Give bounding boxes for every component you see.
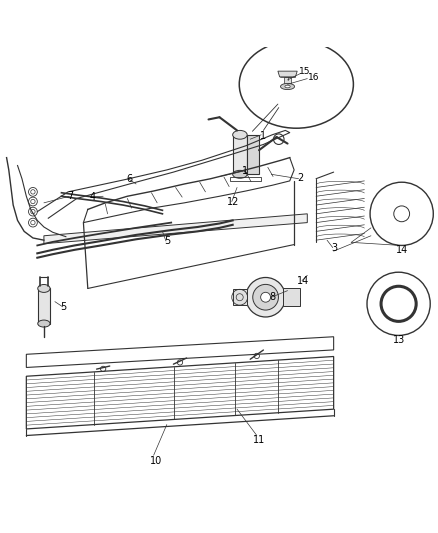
Circle shape [245,278,285,317]
Bar [247,135,258,174]
Text: 1: 1 [241,166,247,176]
Text: 12: 12 [226,197,238,206]
Text: 16: 16 [307,73,319,82]
Ellipse shape [284,85,290,88]
Text: 4: 4 [89,192,95,202]
Bar [283,77,290,84]
Text: 5: 5 [163,236,170,246]
Text: 11: 11 [252,435,265,445]
Ellipse shape [232,131,247,139]
Circle shape [260,292,270,302]
Bar [232,135,247,174]
Bar [232,289,246,305]
Text: 5: 5 [60,302,67,312]
Text: 3: 3 [331,243,337,253]
Polygon shape [44,214,307,244]
Text: 14: 14 [296,276,308,286]
Ellipse shape [232,171,247,178]
Text: 7: 7 [67,191,73,201]
Ellipse shape [280,84,294,90]
Text: 2: 2 [297,173,303,183]
Ellipse shape [38,285,50,293]
Bar [38,288,50,324]
Polygon shape [277,71,297,77]
Text: 1: 1 [260,131,266,141]
Text: 13: 13 [392,335,404,345]
Ellipse shape [38,320,50,327]
Text: 10: 10 [149,456,162,465]
Bar [283,288,299,306]
Circle shape [252,285,278,310]
Text: 14: 14 [395,245,407,255]
Text: 15: 15 [299,67,310,76]
Text: 8: 8 [268,292,275,302]
Text: 6: 6 [126,174,132,184]
